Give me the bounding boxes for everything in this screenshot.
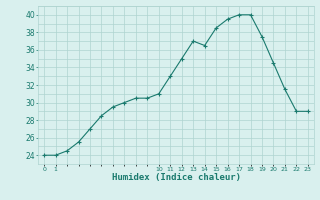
X-axis label: Humidex (Indice chaleur): Humidex (Indice chaleur) [111,173,241,182]
